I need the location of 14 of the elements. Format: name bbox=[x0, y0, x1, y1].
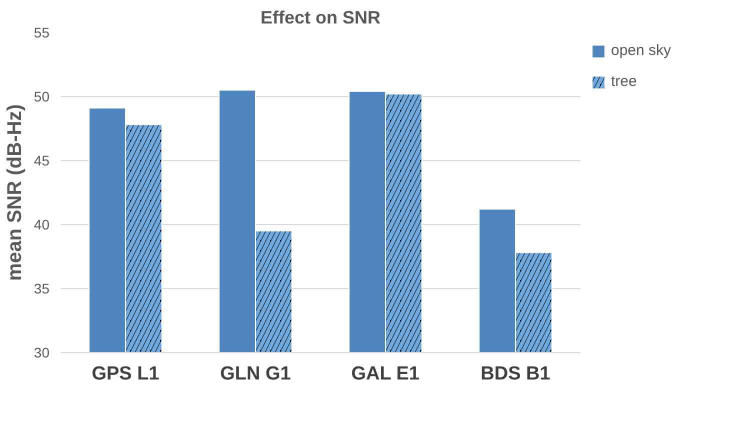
y-tick-label: 55 bbox=[34, 24, 50, 40]
y-tick-label: 30 bbox=[34, 344, 50, 360]
chart-title: Effect on SNR bbox=[260, 8, 381, 28]
y-tick-label: 50 bbox=[34, 88, 50, 104]
y-axis-title: mean SNR (dB-Hz) bbox=[4, 104, 26, 281]
x-tick-label: GLN G1 bbox=[220, 364, 292, 384]
y-tick-label: 40 bbox=[34, 216, 50, 232]
legend-label: open sky bbox=[611, 42, 672, 59]
x-tick-label: GAL E1 bbox=[351, 364, 420, 384]
y-tick-label: 35 bbox=[34, 280, 50, 296]
y-tick-label: 45 bbox=[34, 152, 50, 168]
legend-label: tree bbox=[611, 73, 637, 90]
x-tick-label: GPS L1 bbox=[92, 364, 160, 384]
x-tick-label: BDS B1 bbox=[480, 364, 551, 384]
